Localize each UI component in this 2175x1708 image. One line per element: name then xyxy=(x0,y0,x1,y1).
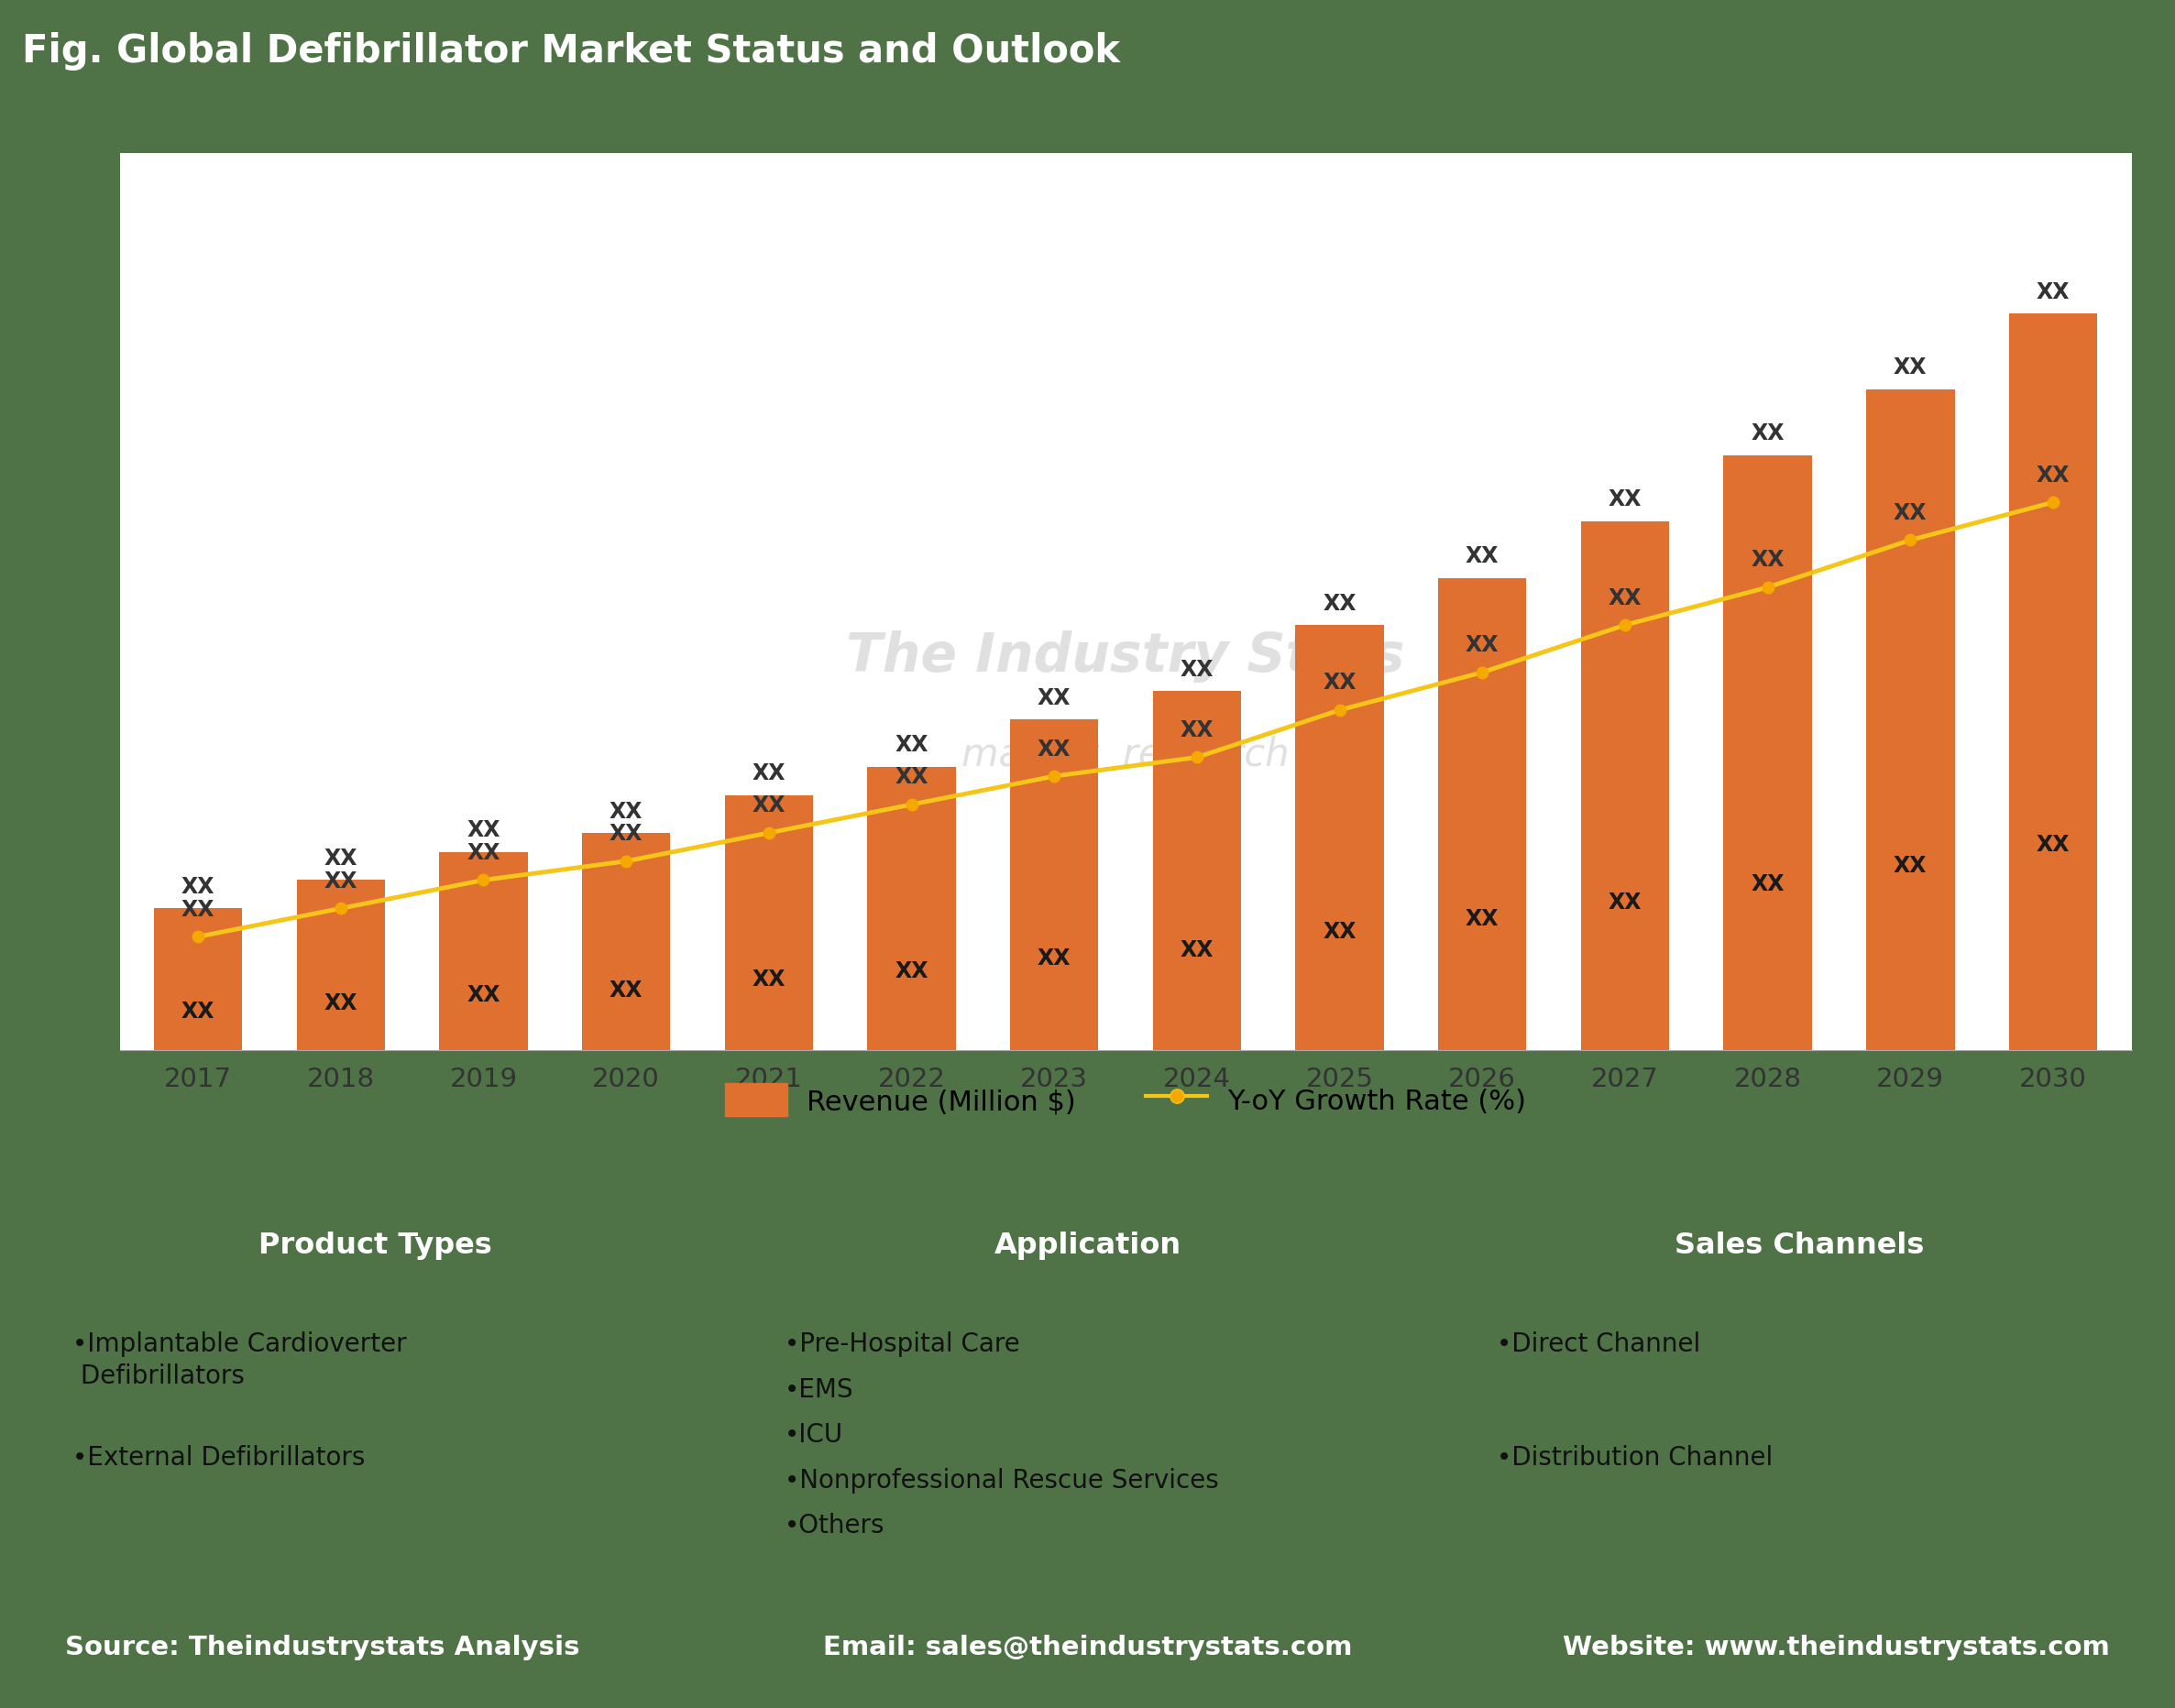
Text: XX: XX xyxy=(609,799,644,822)
Bar xyxy=(296,881,385,1050)
Text: XX: XX xyxy=(1894,357,1927,379)
Legend: Revenue (Million $), Y-oY Growth Rate (%): Revenue (Million $), Y-oY Growth Rate (%… xyxy=(713,1073,1538,1127)
Text: XX: XX xyxy=(1037,946,1070,968)
Text: •ICU: •ICU xyxy=(785,1421,844,1447)
Bar xyxy=(439,852,529,1050)
Bar xyxy=(2010,314,2097,1050)
Text: XX: XX xyxy=(1607,586,1642,608)
Text: Sales Channels: Sales Channels xyxy=(1675,1231,1925,1259)
Bar xyxy=(1009,721,1098,1050)
Bar xyxy=(1438,579,1527,1050)
Text: •Implantable Cardioverter
 Defibrillators: •Implantable Cardioverter Defibrillators xyxy=(72,1331,407,1389)
Bar xyxy=(868,767,955,1050)
Text: XX: XX xyxy=(1607,892,1642,914)
Text: XX: XX xyxy=(1607,488,1642,511)
Text: XX: XX xyxy=(1751,548,1783,570)
Text: XX: XX xyxy=(324,992,357,1015)
Text: •Others: •Others xyxy=(785,1512,885,1537)
Text: XX: XX xyxy=(753,794,785,816)
Text: Product Types: Product Types xyxy=(259,1231,492,1259)
Text: Email: sales@theindustrystats.com: Email: sales@theindustrystats.com xyxy=(822,1633,1353,1660)
Text: XX: XX xyxy=(181,999,215,1021)
Text: XX: XX xyxy=(1466,634,1499,656)
Text: XX: XX xyxy=(1894,502,1927,524)
Text: XX: XX xyxy=(894,960,929,982)
Bar xyxy=(1296,625,1383,1050)
Text: XX: XX xyxy=(1181,719,1214,741)
Text: XX: XX xyxy=(1037,687,1070,709)
Text: XX: XX xyxy=(1181,658,1214,680)
Text: XX: XX xyxy=(1466,545,1499,567)
Text: XX: XX xyxy=(753,762,785,784)
Text: XX: XX xyxy=(2036,280,2071,302)
Bar xyxy=(154,909,241,1050)
Text: •External Defibrillators: •External Defibrillators xyxy=(72,1445,365,1471)
Text: XX: XX xyxy=(468,984,500,1006)
Text: XX: XX xyxy=(1894,854,1927,876)
Text: The Industry Stats: The Industry Stats xyxy=(846,630,1405,681)
Bar xyxy=(1723,456,1812,1050)
Text: •Direct Channel: •Direct Channel xyxy=(1496,1331,1701,1356)
Text: XX: XX xyxy=(1037,738,1070,760)
Text: XX: XX xyxy=(468,818,500,840)
Bar xyxy=(1581,523,1668,1050)
Text: XX: XX xyxy=(181,898,215,921)
Text: •Pre-Hospital Care: •Pre-Hospital Care xyxy=(785,1331,1020,1356)
Text: XX: XX xyxy=(324,869,357,892)
Text: •EMS: •EMS xyxy=(785,1377,855,1402)
Text: XX: XX xyxy=(1751,873,1783,895)
Text: XX: XX xyxy=(1751,422,1783,444)
Text: XX: XX xyxy=(894,765,929,787)
Bar xyxy=(583,834,670,1050)
Text: XX: XX xyxy=(181,876,215,897)
Text: XX: XX xyxy=(609,823,644,845)
Text: XX: XX xyxy=(894,734,929,757)
Text: XX: XX xyxy=(1322,593,1357,615)
Text: XX: XX xyxy=(1322,671,1357,693)
Bar xyxy=(1153,692,1242,1050)
Text: XX: XX xyxy=(1181,939,1214,962)
Text: •Distribution Channel: •Distribution Channel xyxy=(1496,1445,1773,1471)
Text: XX: XX xyxy=(468,842,500,864)
Text: XX: XX xyxy=(324,847,357,869)
Text: XX: XX xyxy=(1322,921,1357,943)
Bar xyxy=(1866,389,1955,1050)
Bar xyxy=(724,796,813,1050)
Text: market  research: market research xyxy=(961,734,1290,774)
Text: XX: XX xyxy=(609,979,644,1001)
Text: •Nonprofessional Rescue Services: •Nonprofessional Rescue Services xyxy=(785,1467,1218,1493)
Text: XX: XX xyxy=(2036,834,2071,856)
Text: XX: XX xyxy=(2036,465,2071,487)
Text: XX: XX xyxy=(1466,907,1499,929)
Text: Fig. Global Defibrillator Market Status and Outlook: Fig. Global Defibrillator Market Status … xyxy=(22,32,1120,72)
Text: Website: www.theindustrystats.com: Website: www.theindustrystats.com xyxy=(1564,1633,2110,1660)
Text: Application: Application xyxy=(994,1231,1181,1259)
Text: Source: Theindustrystats Analysis: Source: Theindustrystats Analysis xyxy=(65,1633,581,1660)
Text: XX: XX xyxy=(753,968,785,991)
